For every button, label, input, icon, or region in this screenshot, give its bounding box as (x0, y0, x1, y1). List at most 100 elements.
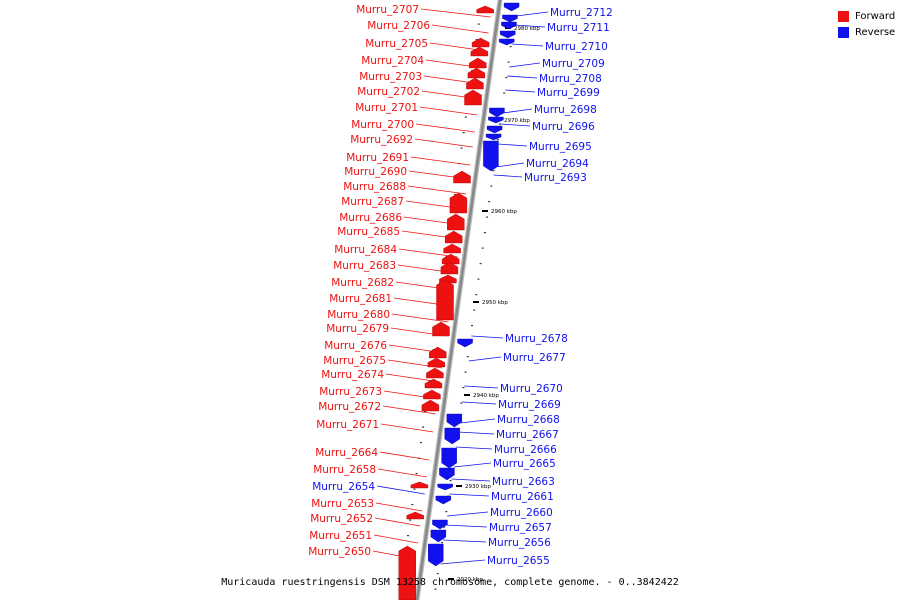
track-mark (464, 116, 467, 118)
gene-label[interactable]: Murru_2703 (359, 71, 422, 83)
gene-label[interactable]: Murru_2681 (329, 293, 392, 305)
gene-label[interactable]: Murru_2669 (498, 399, 561, 411)
gene-leader-line (464, 385, 499, 389)
gene-leader-line (447, 511, 489, 517)
gene-label[interactable]: Murru_2694 (526, 158, 589, 170)
gene-label[interactable]: Murru_2688 (343, 181, 406, 193)
gene-label[interactable]: Murru_2665 (493, 458, 556, 470)
reverse-gene-glyph-35 (444, 427, 460, 445)
tick-mark (482, 210, 488, 212)
gene-label[interactable]: Murru_2678 (505, 333, 568, 345)
tick-mark (473, 301, 479, 303)
reverse-gene-glyph-37 (439, 467, 455, 481)
forward-gene-glyph-25 (436, 279, 454, 321)
gene-label[interactable]: Murru_2664 (315, 447, 378, 459)
gene-leader-line (390, 327, 447, 337)
gene-label[interactable]: Murru_2656 (488, 537, 551, 549)
gene-label[interactable]: Murru_2696 (532, 121, 595, 133)
gene-label[interactable]: Murru_2677 (503, 352, 566, 364)
gene-label[interactable]: Murru_2707 (356, 4, 419, 16)
gene-leader-line (398, 248, 458, 258)
gene-label[interactable]: Murru_2679 (326, 323, 389, 335)
gene-label[interactable]: Murru_2658 (313, 464, 376, 476)
gene-label[interactable]: Murru_2702 (357, 86, 420, 98)
gene-label[interactable]: Murru_2699 (537, 87, 600, 99)
legend-item-reverse[interactable]: Reverse (838, 25, 900, 40)
reverse-gene-glyph-3 (500, 30, 516, 39)
gene-label[interactable]: Murru_2670 (500, 383, 563, 395)
track-mark (460, 402, 463, 404)
forward-gene-glyph-45 (398, 545, 416, 601)
gene-label[interactable]: Murru_2711 (547, 22, 610, 34)
reverse-gene-glyph-13 (488, 116, 504, 124)
gene-label[interactable]: Murru_2701 (355, 102, 418, 114)
gene-leader-line (457, 431, 495, 435)
reverse-gene-glyph-15 (485, 133, 502, 141)
gene-label[interactable]: Murru_2683 (333, 260, 396, 272)
gene-label[interactable]: Murru_2650 (308, 546, 371, 558)
gene-leader-line (505, 89, 536, 93)
gene-label[interactable]: Murru_2712 (550, 7, 613, 19)
gene-label[interactable]: Murru_2671 (316, 419, 379, 431)
gene-label[interactable]: Murru_2691 (346, 152, 409, 164)
gene-label[interactable]: Murru_2685 (337, 226, 400, 238)
gene-label[interactable]: Murru_2686 (339, 212, 402, 224)
forward-gene-glyph-28 (429, 346, 447, 359)
gene-label[interactable]: Murru_2668 (497, 414, 560, 426)
gene-label[interactable]: Murru_2655 (487, 555, 550, 567)
gene-leader-line (391, 313, 449, 323)
gene-label[interactable]: Murru_2684 (334, 244, 397, 256)
legend-item-forward[interactable]: Forward (838, 9, 900, 24)
reverse-gene-glyph-16 (483, 140, 499, 172)
gene-label[interactable]: Murru_2706 (367, 20, 430, 32)
gene-label[interactable]: Murru_2654 (312, 481, 375, 493)
gene-label[interactable]: Murru_2667 (496, 429, 559, 441)
gene-label[interactable]: Murru_2709 (542, 58, 605, 70)
gene-label[interactable]: Murru_2673 (319, 386, 382, 398)
gene-label[interactable]: Murru_2674 (321, 369, 384, 381)
track-mark (464, 371, 467, 373)
track-mark (413, 488, 416, 490)
gene-leader-line (440, 559, 486, 565)
gene-label[interactable]: Murru_2695 (529, 141, 592, 153)
gene-leader-line (387, 359, 443, 369)
gene-label[interactable]: Murru_2693 (524, 172, 587, 184)
track-mark (449, 480, 452, 482)
gene-leader-line (393, 297, 451, 307)
gene-label[interactable]: Murru_2661 (491, 491, 554, 503)
track-mark (492, 170, 495, 172)
gene-label[interactable]: Murru_2708 (539, 73, 602, 85)
gene-label[interactable]: Murru_2705 (365, 38, 428, 50)
gene-label[interactable]: Murru_2675 (323, 355, 386, 367)
gene-label[interactable]: Murru_2698 (534, 104, 597, 116)
track-mark (419, 442, 422, 444)
gene-label[interactable]: Murru_2657 (489, 522, 552, 534)
gene-label[interactable]: Murru_2700 (351, 119, 414, 131)
forward-gene-glyph-33 (421, 399, 440, 412)
gene-label[interactable]: Murru_2660 (490, 507, 553, 519)
gene-label[interactable]: Murru_2663 (492, 476, 555, 488)
gene-label[interactable]: Murru_2676 (324, 340, 387, 352)
forward-gene-glyph-38 (410, 481, 429, 489)
forward-gene-glyph-18 (449, 192, 468, 214)
gene-label[interactable]: Murru_2680 (327, 309, 390, 321)
tick-label: 2960 kbp (491, 209, 517, 215)
gene-label[interactable]: Murru_2651 (309, 530, 372, 542)
gene-label[interactable]: Murru_2704 (361, 55, 424, 67)
gene-leader-line (425, 59, 484, 69)
gene-label[interactable]: Murru_2692 (350, 134, 413, 146)
gene-label[interactable]: Murru_2672 (318, 401, 381, 413)
gene-label[interactable]: Murru_2687 (341, 196, 404, 208)
gene-label[interactable]: Murru_2682 (331, 277, 394, 289)
gene-label[interactable]: Murru_2653 (311, 498, 374, 510)
gene-leader-line (445, 524, 488, 528)
gene-label[interactable]: Murru_2690 (344, 166, 407, 178)
gene-leader-line (462, 401, 497, 405)
gene-leader-line (431, 24, 489, 34)
track-mark (422, 426, 425, 428)
strand-legend: Forward Reverse (838, 9, 900, 41)
track-mark (475, 294, 478, 296)
gene-label[interactable]: Murru_2652 (310, 513, 373, 525)
gene-label[interactable]: Murru_2710 (545, 41, 608, 53)
gene-label[interactable]: Murru_2666 (494, 444, 557, 456)
